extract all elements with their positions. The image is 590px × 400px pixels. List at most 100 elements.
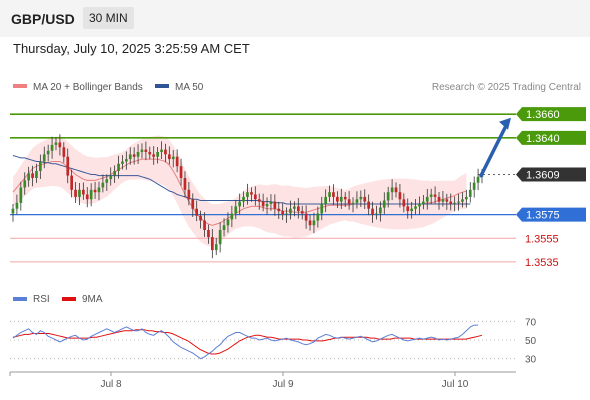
candle-body xyxy=(93,189,97,193)
candle-body xyxy=(89,189,93,200)
price-levels xyxy=(10,113,516,263)
level-label-1.3609: 1.3609 xyxy=(526,169,560,181)
level-label-1.3575: 1.3575 xyxy=(526,210,560,222)
candle-body xyxy=(254,194,257,200)
level-badge-1.3660 xyxy=(516,107,586,122)
candle-body xyxy=(70,175,73,190)
ma20-legend-swatch xyxy=(13,84,27,88)
candle-body xyxy=(273,201,277,209)
candle-body xyxy=(398,192,402,200)
candle-body xyxy=(320,204,324,214)
candle-body xyxy=(82,189,85,195)
candle-body xyxy=(11,208,15,214)
candle-body xyxy=(449,201,453,204)
candle-body xyxy=(386,192,390,201)
candle-body xyxy=(207,230,210,238)
candle-body xyxy=(375,213,378,215)
candle-body xyxy=(289,208,292,214)
candle-body xyxy=(144,149,148,152)
candle-body xyxy=(414,206,417,209)
candle-body xyxy=(242,196,245,202)
x-label-jul9: Jul 9 xyxy=(272,379,294,390)
candle-body xyxy=(476,176,480,183)
candle-body xyxy=(379,207,382,214)
candle-body xyxy=(367,201,370,209)
candle-body xyxy=(425,196,429,202)
candle-body xyxy=(429,194,433,197)
candle-body xyxy=(238,201,241,207)
candle-body xyxy=(27,173,30,181)
candle-body xyxy=(74,189,77,197)
ma9-legend-label: 9MA xyxy=(82,294,103,305)
candle-body xyxy=(125,159,128,162)
candle-body xyxy=(195,208,198,216)
candle-body xyxy=(355,199,359,203)
level-label-1.3555: 1.3555 xyxy=(525,233,559,245)
candle-body xyxy=(50,144,54,151)
candle-body xyxy=(382,200,386,208)
pair-title: GBP/USD xyxy=(11,11,75,27)
rsi-panel: 70 50 30 xyxy=(10,317,537,366)
candle-body xyxy=(433,194,437,197)
candle-body xyxy=(160,149,163,152)
candle-body xyxy=(156,152,159,157)
candle-body xyxy=(363,196,367,202)
candle-body xyxy=(152,154,155,157)
forecast-arrow-head xyxy=(499,117,511,130)
ma50-line xyxy=(12,155,471,205)
credit-text: Research © 2025 Trading Central xyxy=(432,82,581,93)
candle-body xyxy=(234,206,238,214)
candle-body xyxy=(328,192,331,197)
candle-body xyxy=(35,170,38,178)
candle-body xyxy=(339,196,343,202)
candle-body xyxy=(148,152,152,155)
candle-body xyxy=(179,166,183,178)
candle-body xyxy=(332,192,335,197)
candle-body xyxy=(175,156,179,167)
candle-body xyxy=(62,147,66,157)
candle-body xyxy=(304,213,308,221)
rsi-ma9-line xyxy=(12,329,483,355)
candle-body xyxy=(211,237,214,251)
candle-body xyxy=(257,199,261,202)
ma50-legend-label: MA 50 xyxy=(175,82,204,93)
candle-body xyxy=(336,196,339,202)
candle-body xyxy=(472,182,476,190)
candles xyxy=(11,134,484,259)
bollinger-bands xyxy=(13,135,467,247)
candle-body xyxy=(128,154,132,160)
candle-body xyxy=(230,213,234,220)
candle-body xyxy=(246,192,249,197)
candle-body xyxy=(78,189,81,197)
timeframe-button[interactable]: 30 MIN xyxy=(83,7,134,29)
candle-body xyxy=(226,219,230,226)
level-label-1.3640: 1.3640 xyxy=(526,133,560,145)
candle-body xyxy=(101,182,105,188)
candle-body xyxy=(121,161,124,164)
candle-body xyxy=(39,161,42,171)
candle-body xyxy=(23,180,27,188)
candle-body xyxy=(308,220,312,226)
candle-body xyxy=(214,244,218,251)
candle-body xyxy=(465,196,468,200)
candle-body xyxy=(402,199,406,207)
candle-body xyxy=(132,154,136,157)
candle-body xyxy=(300,211,304,214)
rsi-legend-label: RSI xyxy=(33,294,50,305)
rsi-legend-swatch xyxy=(13,297,27,301)
timestamp: Thursday, July 10, 2025 3:25:59 AM CET xyxy=(13,41,250,56)
candle-body xyxy=(324,196,327,204)
candle-body xyxy=(105,179,109,183)
level-badge-1.3609 xyxy=(516,167,586,182)
candle-body xyxy=(312,220,316,226)
level-badge-1.3575 xyxy=(516,207,586,222)
level-badge-1.3640 xyxy=(516,130,586,145)
candle-body xyxy=(297,206,300,212)
rsi-tick-70: 70 xyxy=(525,317,537,328)
candle-body xyxy=(113,170,116,176)
candle-body xyxy=(218,230,222,245)
candle-body xyxy=(347,199,351,204)
candle-body xyxy=(371,208,374,215)
